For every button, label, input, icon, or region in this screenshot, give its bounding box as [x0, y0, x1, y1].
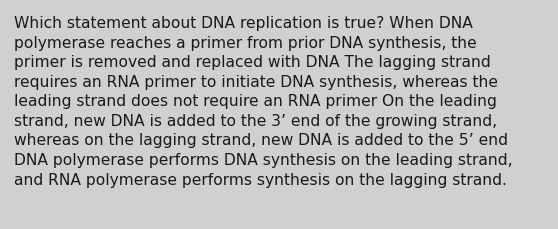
Text: Which statement about DNA replication is true? When DNA
polymerase reaches a pri: Which statement about DNA replication is…: [14, 16, 513, 187]
